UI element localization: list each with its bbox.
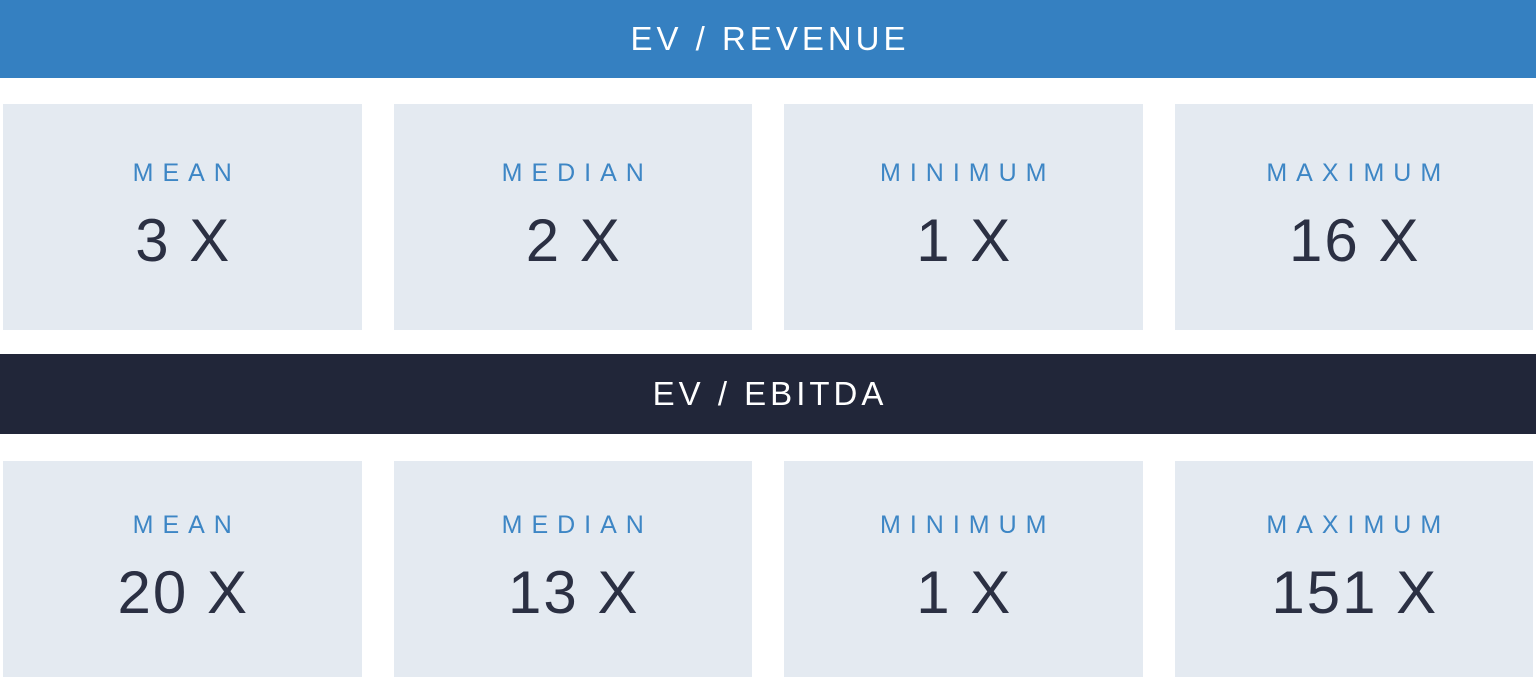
ev-ebitda-median-card: MEDIAN 13 X — [393, 461, 752, 677]
stat-value: 151 X — [1271, 559, 1439, 626]
stat-value: 20 X — [117, 559, 249, 626]
stat-label: MAXIMUM — [1266, 511, 1451, 539]
ev-ebitda-banner: EV / EBITDA — [0, 354, 1536, 434]
ev-revenue-banner: EV / REVENUE — [0, 0, 1536, 78]
stat-label: MINIMUM — [880, 159, 1056, 187]
ev-ebitda-minimum-card: MINIMUM 1 X — [784, 461, 1143, 677]
ev-revenue-median-card: MEDIAN 2 X — [393, 104, 752, 330]
ev-ebitda-maximum-card: MAXIMUM 151 X — [1174, 461, 1533, 677]
stat-value: 16 X — [1289, 207, 1421, 274]
stat-value: 1 X — [916, 559, 1013, 626]
ev-ebitda-mean-card: MEAN 20 X — [3, 461, 362, 677]
ev-revenue-minimum-card: MINIMUM 1 X — [784, 104, 1143, 330]
stat-value: 13 X — [508, 559, 640, 626]
ev-ebitda-banner-title: EV / EBITDA — [652, 375, 888, 412]
ev-revenue-mean-card: MEAN 3 X — [3, 104, 362, 330]
ev-revenue-banner-title: EV / REVENUE — [630, 20, 910, 57]
stat-label: MEDIAN — [501, 159, 653, 187]
ev-revenue-stats-row: MEAN 3 X MEDIAN 2 X MINIMUM 1 X MAXIMUM … — [0, 104, 1536, 330]
stat-label: MAXIMUM — [1266, 159, 1451, 187]
ev-revenue-maximum-card: MAXIMUM 16 X — [1174, 104, 1533, 330]
stat-value: 1 X — [916, 207, 1013, 274]
stat-label: MEDIAN — [501, 511, 653, 539]
stat-label: MEAN — [132, 511, 241, 539]
ev-ebitda-stats-row: MEAN 20 X MEDIAN 13 X MINIMUM 1 X MAXIMU… — [0, 461, 1536, 677]
stat-value: 3 X — [135, 207, 232, 274]
stat-value: 2 X — [525, 207, 622, 274]
stat-label: MEAN — [132, 159, 241, 187]
stat-label: MINIMUM — [880, 511, 1056, 539]
